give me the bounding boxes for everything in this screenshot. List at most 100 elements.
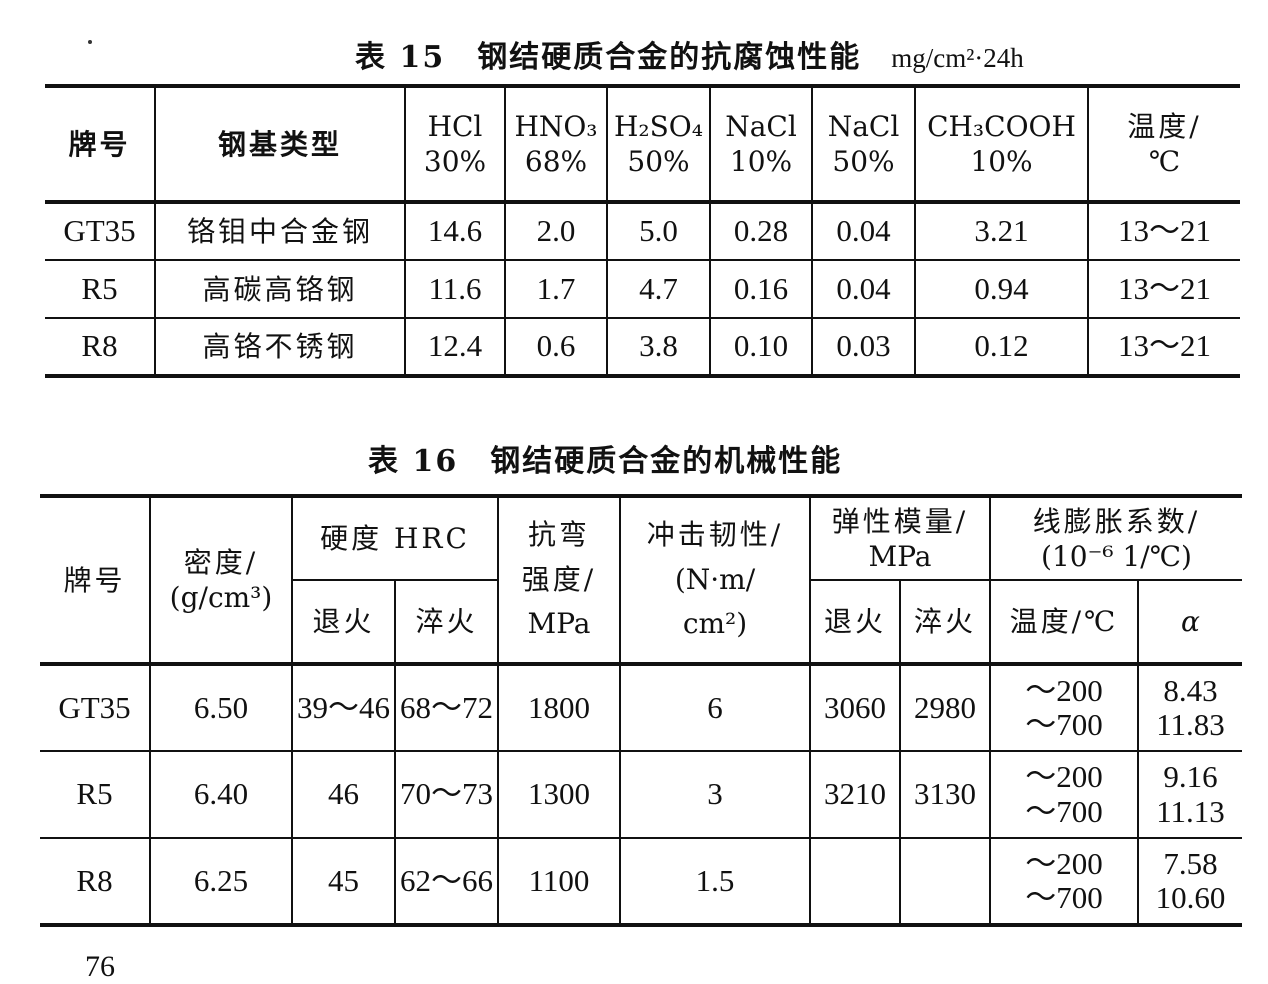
cell-impact: 6 [619,662,812,752]
cell-temp: ～200 ～700 [989,662,1140,752]
header-nacl-50: NaCl 50% [811,84,916,204]
conc: 50% [832,145,895,178]
table16: 牌号 密度/(g/cm³) 硬度 HRC 抗弯强度/MPa 冲击韧性/ (N·m/… [40,494,1243,927]
cell-density: 6.40 [149,750,293,839]
header-grade: 牌号 [45,84,156,204]
header-hno3: HNO₃ 68% [504,84,608,204]
temp-range: ～200 [1025,845,1103,881]
cell-hno3: 0.6 [504,317,608,378]
conc: 68% [524,145,588,178]
acid: HCl [427,110,483,143]
cell-quenched: 68～72 [393,662,500,752]
cell-hcl: 11.6 [404,259,506,319]
header-hcl: HCl 30% [404,84,506,204]
table15: 牌号 钢基类型 HCl 30% HNO₃ 68% H₂SO₄ 50% NaCl 10% … [45,84,1240,378]
cell-hcl: 14.6 [404,200,506,261]
header-hardness: 硬度 HRC [290,494,500,581]
unit: MPa [527,607,591,641]
table16-title: 表 16 钢结硬质合金的机械性能 [368,444,843,479]
conc: 10% [729,145,793,178]
temp-range: ～200 [1025,759,1103,795]
conc: 50% [627,145,690,178]
header-quenched: 淬火 [393,579,500,666]
cell-mod-quenched [899,837,992,927]
header-impact: 冲击韧性/ (N·m/cm²) [619,494,812,665]
cell-bending: 1800 [497,662,622,752]
alpha-value: 11.13 [1156,793,1225,829]
cell-density: 6.50 [149,662,293,752]
conc: 10% [970,145,1033,178]
alpha-value: 9.16 [1163,759,1218,795]
cell-steel-type: 高碳高铬钢 [154,259,406,319]
cell-temp: 13～21 [1087,259,1240,319]
table16-header-row1: 牌号 密度/(g/cm³) 硬度 HRC 抗弯强度/MPa 冲击韧性/ (N·m/… [40,494,1243,665]
temp-range: ～700 [1025,793,1103,829]
label: 强度/ [521,562,597,596]
acid: NaCl [827,110,900,143]
table16-header-row2: 退火 淬火 退火 淬火 温度/℃ α [40,579,1243,666]
speck [88,40,92,44]
cell-h2so4: 5.0 [606,200,711,261]
cell-nacl-50: 0.04 [811,200,916,261]
cell-bending: 1100 [497,837,622,927]
header-density: 密度/(g/cm³) [149,494,293,665]
header-temp: 温度/℃ [1087,84,1240,204]
page-number: 76 [85,950,115,983]
cell-hno3: 2.0 [504,200,608,261]
acid: CH₃COOH [927,110,1076,143]
acid: H₂SO₄ [613,110,703,143]
header-mod-quenched: 淬火 [899,579,992,666]
unit: cm²) [682,607,748,641]
cell-temp: ～200 ～700 [989,837,1140,927]
unit: MPa [868,539,932,573]
cell-nacl-50: 0.04 [811,259,916,319]
label: 抗弯 [528,517,591,551]
cell-grade: R5 [40,750,151,839]
temp-range: ～200 [1025,672,1103,708]
cell-bending: 1300 [497,750,622,839]
alpha-value: 8.43 [1163,672,1218,708]
cell-impact: 3 [619,750,812,839]
header-annealed: 退火 [292,579,396,666]
temp-range: ～700 [1025,707,1103,742]
cell-h2so4: 3.8 [606,317,711,378]
header-temp: 温度/℃ [989,579,1140,666]
unit: (N·m/ [674,562,756,596]
label: 密度/ [183,546,259,579]
cell-alpha: 9.16 11.13 [1137,750,1243,839]
acid: HNO₃ [514,110,598,143]
cell-alpha: 7.58 10.60 [1137,837,1243,927]
table15-title-text: 表 15 钢结硬质合金的抗腐蚀性能 [355,40,862,75]
temp-range: ～700 [1025,880,1103,915]
header-alpha: α [1137,579,1243,666]
table16-row: R8 6.25 45 62～66 1100 1.5 ～200 ～700 7.58 10.60 [40,837,1243,927]
cell-mod-annealed: 3060 [809,662,902,752]
label: 弹性模量/ [831,504,969,538]
unit: (g/cm³) [169,581,273,614]
header-grade: 牌号 [40,494,151,665]
conc: 30% [423,145,487,178]
header-mod-annealed: 退火 [809,579,902,666]
cell-density: 6.25 [149,837,293,927]
cell-nacl-10: 0.28 [709,200,813,261]
table16-row: R5 6.40 46 70～73 1300 3 3210 3130 ～200 ～700 9.16 11… [40,750,1243,839]
cell-hno3: 1.7 [504,259,608,319]
table15-title: 表 15 钢结硬质合金的抗腐蚀性能 mg/cm²·24h [355,32,1024,76]
table15-header-row: 牌号 钢基类型 HCl 30% HNO₃ 68% H₂SO₄ 50% NaCl 10% … [45,84,1240,204]
header-bending: 抗弯强度/MPa [497,494,622,665]
cell-annealed: 46 [291,750,396,839]
alpha-value: 11.83 [1156,707,1225,742]
unit: (10⁻⁶ 1/℃) [1041,539,1192,573]
cell-h2so4: 4.7 [606,259,711,319]
cell-temp: 13～21 [1087,317,1240,378]
table15-unit: mg/cm²·24h [891,43,1024,73]
cell-nacl-10: 0.10 [709,317,813,378]
cell-ch3cooh: 0.94 [914,259,1089,319]
cell-mod-quenched: 2980 [899,662,992,752]
cell-quenched: 70～73 [393,750,500,839]
cell-grade: R8 [40,837,151,927]
cell-mod-annealed: 3210 [809,750,902,839]
cell-steel-type: 高铬不锈钢 [154,317,406,378]
cell-alpha: 8.43 11.83 [1137,662,1243,752]
temp-label: 温度/ [1127,110,1202,143]
